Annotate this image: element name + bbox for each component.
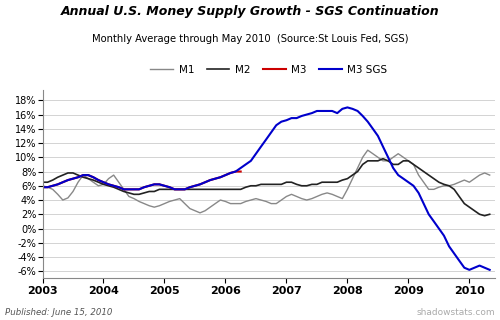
- M3: [238, 170, 244, 173]
- M3: [121, 188, 127, 191]
- M1: [96, 184, 102, 188]
- M3: [131, 188, 137, 191]
- M3: [162, 184, 168, 188]
- M3 SGS: [131, 188, 137, 191]
- M2: [40, 180, 46, 184]
- M2: [131, 192, 137, 196]
- M3 SGS: [85, 173, 91, 177]
- M3: [197, 182, 203, 186]
- M3 SGS: [40, 185, 46, 189]
- M3: [222, 173, 228, 177]
- M2: [85, 177, 91, 180]
- M3: [50, 184, 56, 188]
- M3 SGS: [212, 177, 218, 180]
- M3: [232, 170, 238, 173]
- M3 SGS: [441, 234, 447, 237]
- M3: [166, 185, 172, 189]
- Line: M3 SGS: M3 SGS: [42, 108, 490, 270]
- M3: [100, 180, 106, 184]
- M3 SGS: [486, 268, 492, 272]
- M1: [40, 184, 46, 188]
- M1: [85, 177, 91, 180]
- M3: [212, 177, 218, 180]
- Text: Published: June 15, 2010: Published: June 15, 2010: [5, 308, 112, 317]
- M3: [54, 182, 60, 186]
- M3: [152, 182, 158, 186]
- M3: [202, 180, 208, 184]
- M2: [482, 214, 488, 218]
- M3 SGS: [466, 268, 472, 272]
- M3: [96, 178, 102, 182]
- M3: [60, 180, 66, 184]
- Legend: M1, M2, M3, M3 SGS: M1, M2, M3, M3 SGS: [146, 61, 391, 79]
- M2: [380, 157, 386, 161]
- Line: M2: M2: [42, 159, 490, 216]
- M3: [44, 185, 51, 189]
- M3: [70, 177, 76, 180]
- M3: [146, 184, 152, 188]
- M3: [126, 188, 132, 191]
- M1: [131, 197, 137, 201]
- M3: [187, 185, 193, 189]
- M3: [65, 178, 71, 182]
- M1: [274, 202, 280, 205]
- M3 SGS: [268, 131, 274, 134]
- M3: [106, 182, 112, 186]
- M3: [156, 182, 162, 186]
- M3: [136, 188, 142, 191]
- M1: [218, 198, 224, 202]
- Line: M1: M1: [42, 150, 490, 213]
- M2: [212, 188, 218, 191]
- M3: [75, 175, 81, 179]
- M3: [110, 184, 116, 188]
- M3 SGS: [344, 106, 350, 109]
- M2: [441, 182, 447, 186]
- M3: [176, 188, 182, 191]
- M1: [486, 173, 492, 177]
- Text: Annual U.S. Money Supply Growth - SGS Continuation: Annual U.S. Money Supply Growth - SGS Co…: [60, 5, 440, 18]
- Text: shadowstats.com: shadowstats.com: [416, 308, 495, 317]
- M3 SGS: [96, 178, 102, 182]
- M1: [364, 148, 370, 152]
- M1: [197, 211, 203, 215]
- M3: [207, 178, 213, 182]
- M3: [80, 173, 86, 177]
- M2: [268, 182, 274, 186]
- M1: [446, 184, 452, 188]
- M2: [96, 180, 102, 184]
- M3: [90, 175, 96, 179]
- M3: [40, 185, 46, 189]
- Text: Monthly Average through May 2010  (Source:St Louis Fed, SGS): Monthly Average through May 2010 (Source…: [92, 34, 408, 44]
- Line: M3: M3: [42, 172, 240, 189]
- M3: [182, 188, 188, 191]
- M3: [141, 185, 147, 189]
- M3: [192, 184, 198, 188]
- M2: [486, 212, 492, 216]
- M3: [85, 173, 91, 177]
- M3: [172, 188, 177, 191]
- M3: [116, 185, 121, 189]
- M3: [228, 171, 234, 175]
- M3: [218, 175, 224, 179]
